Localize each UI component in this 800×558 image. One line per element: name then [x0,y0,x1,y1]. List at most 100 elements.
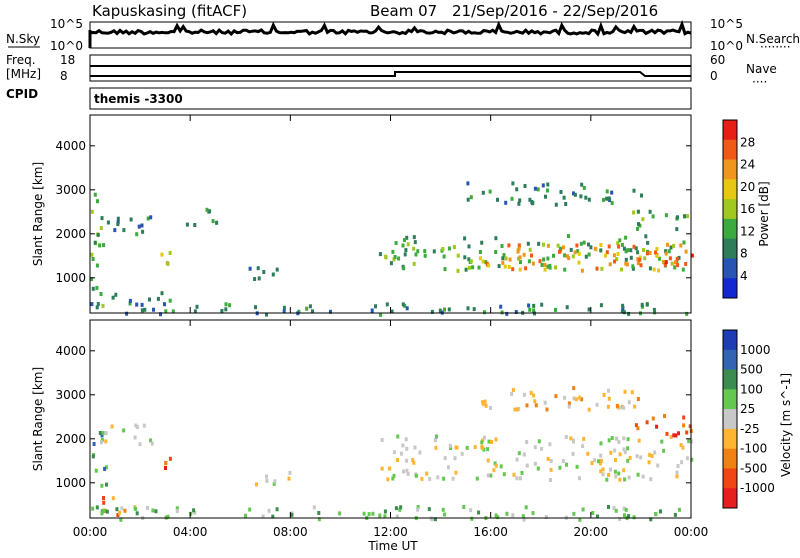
data-cell [412,460,416,465]
colorbar-swatch [723,238,737,259]
data-cell [412,246,416,251]
data-cell [599,469,603,474]
data-cell [95,305,99,310]
data-cell [505,311,509,316]
data-cell [517,256,520,261]
data-cell [653,310,657,315]
data-cell [546,188,549,193]
data-cell [513,407,517,412]
data-cell [496,515,500,520]
data-cell [455,445,459,450]
data-cell [622,447,626,452]
data-cell [636,209,640,214]
data-cell [604,253,608,258]
colorbar-swatch [723,199,737,220]
data-cell [672,243,676,248]
date-range: 21/Sep/2016 - 22/Sep/2016 [452,2,658,20]
colorbar-tick-label: 24 [740,158,755,172]
data-cell [413,445,417,450]
data-cell [105,509,109,514]
data-cell [95,285,99,290]
data-cell [443,267,447,272]
data-cell [248,266,252,271]
data-cell [447,246,451,251]
data-cell [442,476,446,481]
y-tick-label: 1000 [55,271,86,285]
data-cell [312,505,316,510]
data-cell [616,252,620,256]
data-cell [587,307,591,312]
data-cell [449,446,453,450]
data-cell [119,517,123,522]
data-cell [645,251,649,256]
data-cell [681,445,685,450]
data-cell [433,438,437,443]
data-cell [522,252,526,257]
data-cell [636,250,640,255]
data-cell [265,474,268,479]
data-cell [599,243,603,247]
x-tick-label: 16:00 [473,525,508,539]
colorbar-swatch [723,218,737,240]
power-colorbar: 4 8 12 16 20 24 28 [722,119,755,299]
data-cell [525,440,529,444]
data-cell [631,264,635,269]
data-cell [579,194,583,199]
data-cell [581,507,585,512]
data-cell [624,257,628,262]
data-cell [486,473,490,478]
data-cell [599,441,603,446]
data-cell [655,246,659,251]
data-cell [391,476,395,481]
freq-label: Freq. [6,53,36,67]
data-cell [599,248,603,253]
data-cell [548,442,552,447]
data-cell [627,475,631,480]
data-cell [91,506,95,511]
data-cell [636,257,640,262]
data-cell [399,505,403,510]
data-cell [443,512,447,517]
data-cell [473,445,477,449]
data-cell [401,243,405,248]
data-cell [607,244,611,249]
data-cell [224,302,228,307]
data-cell [627,514,631,519]
data-cell [618,517,622,521]
data-cell [256,266,260,271]
y-tick-label: 2000 [55,227,86,241]
data-cell [262,270,266,274]
data-cell [404,248,408,253]
data-cell [577,260,581,265]
colorbar-tick-label: 100 [740,382,763,396]
data-cell [311,309,314,314]
data-cell [622,506,626,511]
data-cell [675,256,679,261]
data-cell [514,310,518,314]
data-cell [662,260,666,265]
data-cell [100,433,104,438]
data-cell [587,407,591,412]
data-cell [610,200,614,205]
data-cell [164,309,168,314]
x-tick-label: 04:00 [173,525,208,539]
data-cell [532,303,536,308]
data-cell [135,511,139,516]
data-cell [454,470,458,475]
data-cell [267,508,271,513]
data-cell [403,252,407,257]
data-cell [504,200,508,205]
x-tick-label: 20:00 [574,525,609,539]
data-cell [523,184,527,188]
data-cell [367,512,371,517]
data-cell [548,263,552,268]
colorbar-tick-label: 4 [740,269,748,283]
x-tick-label: 08:00 [273,525,308,539]
data-cell [676,464,680,468]
data-cell [644,234,648,239]
data-cell [561,459,565,463]
data-cell [587,197,591,202]
data-cell [507,265,511,269]
data-cell [378,513,382,518]
data-cell [639,455,643,460]
